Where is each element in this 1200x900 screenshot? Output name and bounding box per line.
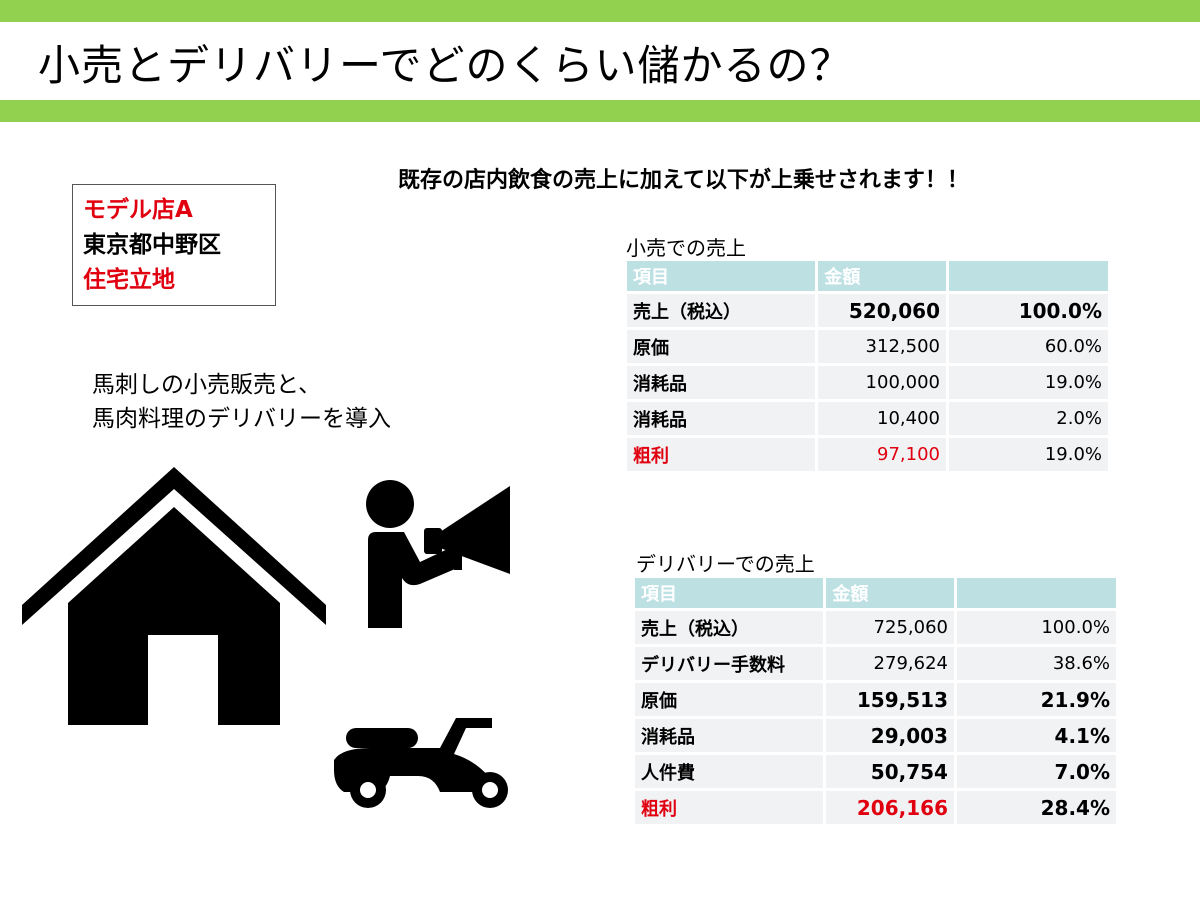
delivery-table: 項目 金額 売上（税込） 725,060 100.0% デリバリー手数料 279… xyxy=(632,575,1119,827)
delivery-item: 原価 xyxy=(635,683,824,716)
model-store-area: 住宅立地 xyxy=(83,267,175,293)
description-line-2: 馬肉料理のデリバリーを導入 xyxy=(92,406,391,432)
delivery-header-item: 項目 xyxy=(635,578,824,608)
delivery-ratio-profit: 28.4% xyxy=(956,791,1116,824)
delivery-item: 人件費 xyxy=(635,755,824,788)
house-icon xyxy=(22,467,326,725)
delivery-amount: 279,624 xyxy=(826,647,954,680)
table-row: 消耗品 10,400 2.0% xyxy=(627,402,1108,435)
delivery-ratio: 38.6% xyxy=(956,647,1116,680)
retail-table-caption: 小売での売上 xyxy=(626,236,746,260)
delivery-item: 売上（税込） xyxy=(635,611,824,644)
megaphone-person-icon xyxy=(366,480,510,628)
delivery-header-row: 項目 金額 xyxy=(635,578,1116,608)
retail-header-item: 項目 xyxy=(627,261,816,291)
model-store-location: 東京都中野区 xyxy=(83,232,221,258)
retail-amount: 312,500 xyxy=(818,330,946,363)
table-row: デリバリー手数料 279,624 38.6% xyxy=(635,647,1116,680)
description-line-1: 馬刺しの小売販売と、 xyxy=(92,372,322,398)
top-accent-bar xyxy=(0,0,1200,22)
delivery-amount-profit: 206,166 xyxy=(826,791,954,824)
description: 馬刺しの小売販売と、 馬肉料理のデリバリーを導入 xyxy=(92,368,391,436)
retail-header-row: 項目 金額 xyxy=(627,261,1108,291)
table-row: 粗利 206,166 28.4% xyxy=(635,791,1116,824)
table-row: 粗利 97,100 19.0% xyxy=(627,438,1108,471)
delivery-amount: 50,754 xyxy=(826,755,954,788)
delivery-amount: 29,003 xyxy=(826,719,954,752)
model-store-name: モデル店A xyxy=(83,197,193,223)
table-row: 消耗品 29,003 4.1% xyxy=(635,719,1116,752)
retail-amount: 10,400 xyxy=(818,402,946,435)
retail-amount: 520,060 xyxy=(818,294,946,327)
subtitle: 既存の店内飲食の売上に加えて以下が上乗せされます！！ xyxy=(398,168,969,193)
retail-item: 原価 xyxy=(627,330,816,363)
retail-ratio: 2.0% xyxy=(948,402,1108,435)
delivery-item: デリバリー手数料 xyxy=(635,647,824,680)
retail-item: 売上（税込） xyxy=(627,294,816,327)
delivery-table-caption: デリバリーでの売上 xyxy=(636,552,815,576)
delivery-item: 消耗品 xyxy=(635,719,824,752)
page-title: 小売とデリバリーでどのくらい儲かるの？ xyxy=(38,41,853,90)
retail-item-profit: 粗利 xyxy=(627,438,816,471)
retail-item: 消耗品 xyxy=(627,366,816,399)
retail-item: 消耗品 xyxy=(627,402,816,435)
scooter-icon xyxy=(334,718,508,808)
delivery-amount: 725,060 xyxy=(826,611,954,644)
delivery-ratio: 100.0% xyxy=(956,611,1116,644)
title-underline-bar xyxy=(0,100,1200,122)
delivery-ratio: 4.1% xyxy=(956,719,1116,752)
model-store-box: モデル店A 東京都中野区 住宅立地 xyxy=(72,184,276,306)
delivery-header-amount: 金額 xyxy=(826,578,954,608)
retail-header-ratio xyxy=(948,261,1108,291)
delivery-item-profit: 粗利 xyxy=(635,791,824,824)
table-row: 原価 312,500 60.0% xyxy=(627,330,1108,363)
retail-table: 項目 金額 売上（税込） 520,060 100.0% 原価 312,500 6… xyxy=(624,258,1111,474)
table-row: 売上（税込） 520,060 100.0% xyxy=(627,294,1108,327)
table-row: 売上（税込） 725,060 100.0% xyxy=(635,611,1116,644)
retail-ratio: 19.0% xyxy=(948,366,1108,399)
table-row: 人件費 50,754 7.0% xyxy=(635,755,1116,788)
delivery-amount: 159,513 xyxy=(826,683,954,716)
retail-ratio-profit: 19.0% xyxy=(948,438,1108,471)
delivery-ratio: 21.9% xyxy=(956,683,1116,716)
delivery-header-ratio xyxy=(956,578,1116,608)
retail-ratio: 100.0% xyxy=(948,294,1108,327)
retail-ratio: 60.0% xyxy=(948,330,1108,363)
retail-amount-profit: 97,100 xyxy=(818,438,946,471)
table-row: 消耗品 100,000 19.0% xyxy=(627,366,1108,399)
table-row: 原価 159,513 21.9% xyxy=(635,683,1116,716)
retail-amount: 100,000 xyxy=(818,366,946,399)
delivery-ratio: 7.0% xyxy=(956,755,1116,788)
retail-header-amount: 金額 xyxy=(818,261,946,291)
